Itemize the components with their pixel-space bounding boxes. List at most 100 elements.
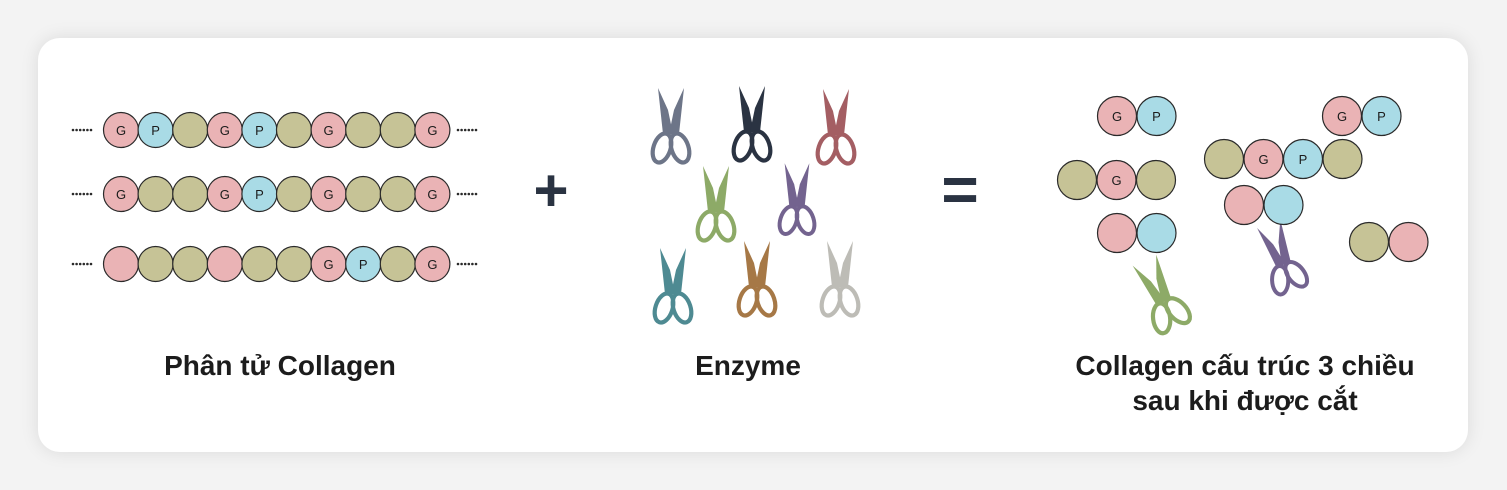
chain-bead: G xyxy=(102,111,140,149)
svg-text:G: G xyxy=(1112,109,1122,124)
chain-bead: G xyxy=(206,175,243,213)
chain-bead xyxy=(275,245,313,283)
svg-text:G: G xyxy=(324,123,334,138)
chain-ellipsis-right xyxy=(456,128,478,132)
chain-bead: G xyxy=(414,175,451,213)
fragment-bead xyxy=(1348,221,1390,263)
fragment-bead xyxy=(1223,184,1265,226)
chain-bead: G xyxy=(414,111,451,149)
chain-ellipsis-left xyxy=(71,128,93,132)
fragment-bead: G xyxy=(1096,159,1137,201)
chain-bead xyxy=(379,245,416,283)
svg-text:G: G xyxy=(1111,173,1121,188)
collagen-fragment-7 xyxy=(1348,221,1429,263)
fragment-bead xyxy=(1263,184,1304,226)
chain-bead: G xyxy=(206,111,243,149)
chain-bead xyxy=(102,245,140,283)
enzyme-scissors-group xyxy=(650,86,1310,336)
svg-text:P: P xyxy=(359,257,368,272)
chain-ellipsis-left xyxy=(71,192,93,196)
chain-bead xyxy=(172,245,209,283)
chain-bead xyxy=(345,175,382,213)
svg-text:G: G xyxy=(324,187,334,202)
caption-enzyme: Enzyme xyxy=(695,350,801,381)
svg-text:G: G xyxy=(220,123,230,138)
svg-text:G: G xyxy=(427,257,437,272)
chain-bead xyxy=(206,245,243,283)
scissors-teal xyxy=(652,248,694,325)
collagen-fragment-3: G xyxy=(1056,159,1177,201)
chain-bead: P xyxy=(137,111,174,149)
chain-ellipsis-right xyxy=(456,262,478,266)
fragment-bead: P xyxy=(1282,138,1324,180)
scissors-rose xyxy=(815,89,857,166)
caption-collagen-molecule: Phân tử Collagen xyxy=(164,350,396,381)
caption-cut-collagen-line1: Collagen cấu trúc 3 chiều xyxy=(1075,350,1415,381)
chain-bead xyxy=(137,175,174,213)
scissors-slate xyxy=(650,88,692,165)
svg-text:P: P xyxy=(255,187,264,202)
svg-text:G: G xyxy=(116,123,126,138)
svg-text:P: P xyxy=(151,123,160,138)
chain-bead: G xyxy=(310,245,347,283)
scissors-purple-cutting xyxy=(1257,219,1310,297)
chain-bead xyxy=(379,111,416,149)
chain-bead xyxy=(275,175,313,213)
scissors-brown xyxy=(736,241,778,318)
fragment-bead: P xyxy=(1361,95,1402,137)
fragment-bead xyxy=(1056,159,1098,201)
chain-bead xyxy=(137,245,174,283)
chain-bead xyxy=(345,111,382,149)
svg-text:G: G xyxy=(116,187,126,202)
chain-bead: G xyxy=(310,111,347,149)
svg-text:P: P xyxy=(1152,109,1161,124)
equals-operator: = xyxy=(941,153,978,225)
scissors-navy xyxy=(731,86,773,163)
svg-text:P: P xyxy=(255,123,264,138)
fragment-bead: P xyxy=(1136,95,1177,137)
fragment-bead: G xyxy=(1243,138,1284,180)
caption-cut-collagen-line2: sau khi được cắt xyxy=(1132,385,1358,416)
chain-bead xyxy=(241,245,278,283)
svg-text:P: P xyxy=(1377,109,1386,124)
svg-text:G: G xyxy=(220,187,230,202)
fragment-bead xyxy=(1136,212,1177,254)
chain-bead: P xyxy=(241,111,278,149)
chain-bead xyxy=(172,111,209,149)
chain-bead: G xyxy=(310,175,347,213)
svg-text:G: G xyxy=(324,257,334,272)
caption-cut-collagen: Collagen cấu trúc 3 chiều sau khi được c… xyxy=(1030,348,1460,418)
fragment-bead xyxy=(1135,159,1177,201)
chain-bead xyxy=(172,175,209,213)
fragment-bead xyxy=(1203,138,1245,180)
chain-bead: G xyxy=(102,175,140,213)
fragment-bead: G xyxy=(1096,95,1138,137)
scissors-gray xyxy=(819,241,861,318)
scissors-green xyxy=(695,166,737,243)
chain-bead xyxy=(275,111,313,149)
chain-bead: P xyxy=(241,175,278,213)
collagen-fragment-6 xyxy=(1223,184,1304,226)
scissors-green-cutting xyxy=(1132,254,1192,336)
scissors-purple xyxy=(777,163,817,236)
svg-text:G: G xyxy=(427,187,437,202)
svg-text:G: G xyxy=(427,123,437,138)
collagen-fragments: G P G PGG P xyxy=(1056,95,1429,263)
chain-bead xyxy=(379,175,416,213)
chain-ellipsis-right xyxy=(456,192,478,196)
chain-bead: G xyxy=(414,245,451,283)
collagen-chains: G P G P G G G G P G G G P G xyxy=(71,111,478,283)
fragment-bead xyxy=(1388,221,1429,263)
chain-ellipsis-left xyxy=(71,262,93,266)
fragment-bead xyxy=(1096,212,1138,254)
collagen-fragment-5 xyxy=(1096,212,1177,254)
svg-text:G: G xyxy=(1258,152,1268,167)
plus-operator: + xyxy=(533,157,568,224)
